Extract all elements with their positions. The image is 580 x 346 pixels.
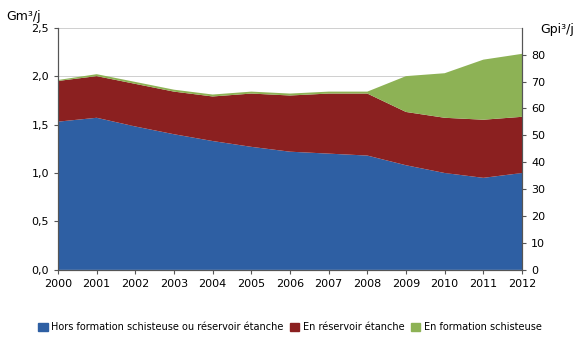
Legend: Hors formation schisteuse ou réservoir étanche, En réservoir étanche, En formati: Hors formation schisteuse ou réservoir é… — [34, 318, 546, 336]
Y-axis label: Gm³/j: Gm³/j — [6, 10, 41, 23]
Y-axis label: Gpi³/j: Gpi³/j — [540, 23, 574, 36]
